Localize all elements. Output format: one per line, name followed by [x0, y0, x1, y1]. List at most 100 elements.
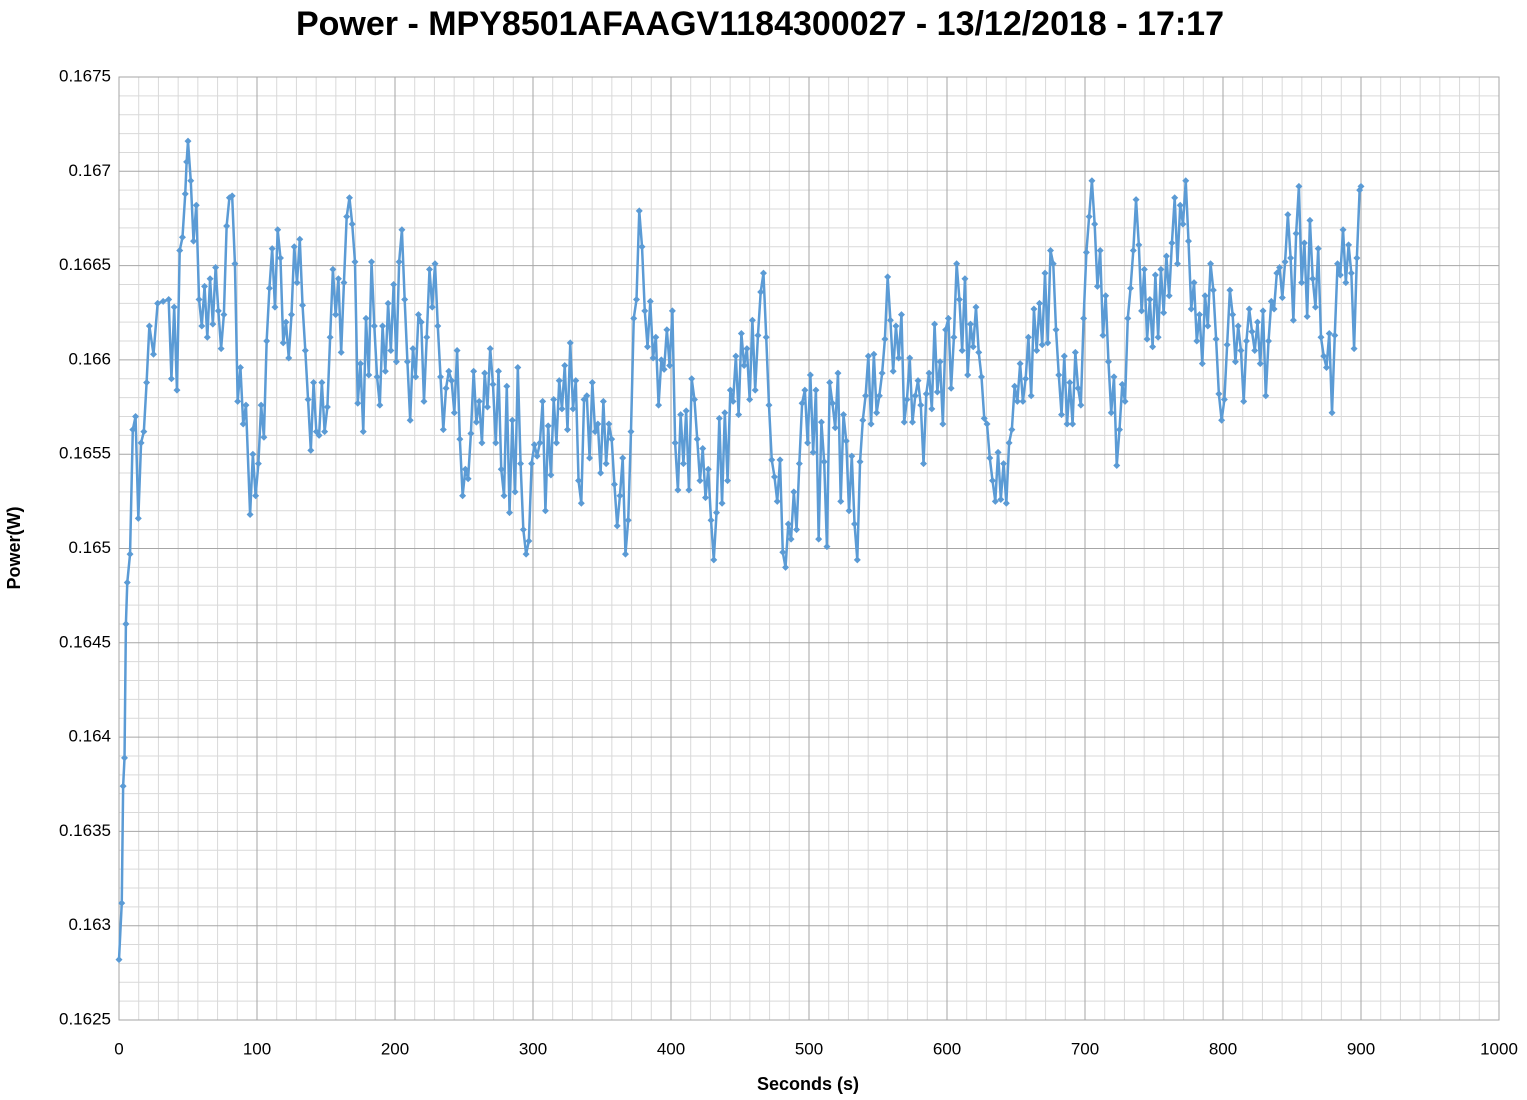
- data-point: [1058, 411, 1066, 419]
- data-point: [1237, 346, 1245, 354]
- data-point: [456, 435, 464, 443]
- x-tick-label: 1000: [1480, 1039, 1518, 1058]
- data-point: [1347, 269, 1355, 277]
- data-point: [646, 297, 654, 305]
- data-point: [406, 416, 414, 424]
- data-point: [823, 543, 831, 551]
- data-point: [315, 431, 323, 439]
- data-point: [657, 356, 665, 364]
- data-point: [663, 326, 671, 334]
- data-point: [343, 213, 351, 221]
- data-point: [1168, 239, 1176, 247]
- data-point: [1339, 226, 1347, 234]
- data-point: [392, 358, 400, 366]
- data-point: [1187, 305, 1195, 313]
- data-point: [1276, 263, 1284, 271]
- data-point: [1140, 265, 1148, 273]
- data-point: [1102, 292, 1110, 300]
- data-point: [414, 311, 422, 319]
- data-point: [856, 458, 864, 466]
- data-point: [1022, 375, 1030, 383]
- data-point: [726, 386, 734, 394]
- data-point: [268, 245, 276, 253]
- data-point: [564, 426, 571, 434]
- data-point: [533, 452, 541, 460]
- data-point: [1331, 331, 1339, 339]
- data-point: [481, 369, 489, 377]
- data-point: [809, 448, 817, 456]
- data-point: [528, 460, 536, 468]
- data-point: [867, 420, 875, 428]
- data-point: [602, 460, 610, 468]
- data-point: [972, 303, 980, 311]
- data-point: [417, 318, 425, 326]
- data-point: [354, 399, 362, 407]
- data-point: [506, 509, 514, 517]
- data-point: [790, 488, 798, 496]
- data-point: [1267, 297, 1275, 305]
- data-point: [178, 233, 186, 241]
- data-point: [525, 537, 533, 545]
- data-point: [679, 460, 687, 468]
- y-axis-title: Power(W): [4, 506, 24, 589]
- data-point: [1124, 314, 1132, 322]
- data-point: [1165, 292, 1173, 300]
- data-point: [122, 620, 130, 628]
- data-point: [1350, 345, 1358, 353]
- data-point: [828, 399, 836, 407]
- data-point: [575, 477, 583, 485]
- data-point: [707, 516, 715, 524]
- data-point: [318, 379, 326, 387]
- data-point: [1242, 337, 1250, 345]
- data-point: [1030, 305, 1038, 313]
- data-point: [368, 258, 376, 266]
- data-point: [817, 418, 825, 426]
- data-point: [688, 375, 696, 383]
- data-point: [143, 379, 151, 387]
- data-point: [541, 507, 549, 515]
- data-point: [776, 456, 784, 464]
- data-point: [453, 346, 461, 354]
- data-point: [958, 346, 966, 354]
- data-point: [299, 301, 307, 309]
- data-point: [228, 192, 236, 200]
- data-point: [666, 362, 674, 370]
- data-point: [920, 460, 928, 468]
- data-point: [1306, 216, 1314, 224]
- data-point: [1027, 392, 1035, 400]
- data-point: [1121, 397, 1129, 405]
- data-point: [370, 322, 378, 330]
- data-point: [134, 514, 142, 522]
- data-point: [220, 311, 228, 319]
- data-point: [806, 371, 814, 379]
- data-point: [492, 439, 500, 447]
- data-point: [895, 354, 903, 362]
- data-point: [729, 397, 737, 405]
- data-point: [748, 316, 756, 324]
- data-point: [936, 358, 944, 366]
- data-point: [1287, 254, 1295, 262]
- data-point: [459, 492, 467, 500]
- data-point: [137, 439, 145, 447]
- data-point: [1212, 335, 1220, 343]
- data-point: [586, 454, 594, 462]
- data-point: [624, 516, 632, 524]
- data-point: [165, 296, 173, 304]
- x-tick-label: 700: [1071, 1039, 1099, 1058]
- data-point: [1270, 305, 1278, 313]
- data-point: [668, 307, 676, 315]
- data-point: [784, 520, 792, 528]
- data-point: [167, 375, 175, 383]
- data-point: [804, 439, 812, 447]
- data-point: [1323, 363, 1330, 371]
- data-point: [964, 371, 972, 379]
- data-point: [1035, 299, 1043, 307]
- data-point: [497, 465, 505, 473]
- data-point: [633, 296, 640, 304]
- data-point: [1196, 311, 1204, 319]
- data-point: [1179, 220, 1187, 228]
- data-point: [1320, 352, 1328, 360]
- data-point: [263, 337, 271, 345]
- data-point: [718, 499, 726, 507]
- data-point: [594, 420, 602, 428]
